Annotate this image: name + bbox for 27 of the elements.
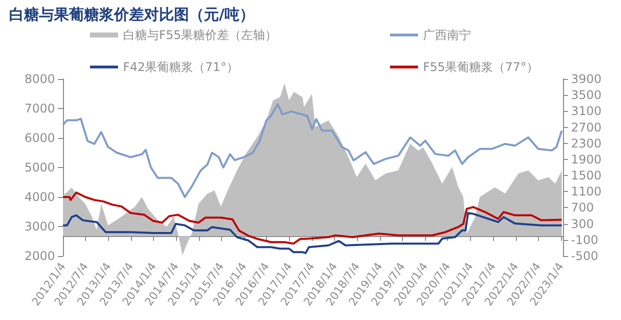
y2-tick-label: 2300 xyxy=(571,136,602,150)
legend-label: F55果葡糖浆（77°） xyxy=(423,60,538,74)
y2-tick-label: 3900 xyxy=(571,72,602,86)
y2-tick-label: 3100 xyxy=(571,104,602,118)
y2-tick-label: 700 xyxy=(571,200,594,215)
line-series xyxy=(62,192,563,245)
y2-tick-label: 300 xyxy=(571,216,594,231)
y2-tick-label: 3500 xyxy=(571,88,602,102)
y2-tick-label: 1100 xyxy=(571,184,602,199)
y2-tick-label: 2700 xyxy=(571,120,602,134)
legend-label: F42果葡糖浆（71°） xyxy=(123,60,238,74)
legend-label: 白糖与F55果糖价差（左轴） xyxy=(123,28,278,42)
y-tick-label: 4000 xyxy=(24,190,55,204)
y-tick-label: 2000 xyxy=(24,249,55,263)
y-tick-label: 8000 xyxy=(24,72,55,86)
y-tick-label: 5000 xyxy=(24,160,55,174)
y-tick-label: 6000 xyxy=(24,131,55,145)
y2-tick-label: 1500 xyxy=(571,168,602,183)
y-tick-label: 3000 xyxy=(24,220,55,234)
y2-tick-label: 1900 xyxy=(571,152,602,166)
chart-title: 白糖与果葡糖浆价差对比图（元/吨） xyxy=(9,6,254,24)
legend-label: 广西南宁 xyxy=(423,28,471,42)
line-series xyxy=(62,212,563,254)
y-tick-label: 7000 xyxy=(24,102,55,116)
y2-tick-label: -500 xyxy=(571,249,598,263)
line-series xyxy=(62,103,563,198)
y2-tick-label: -100 xyxy=(571,232,598,247)
